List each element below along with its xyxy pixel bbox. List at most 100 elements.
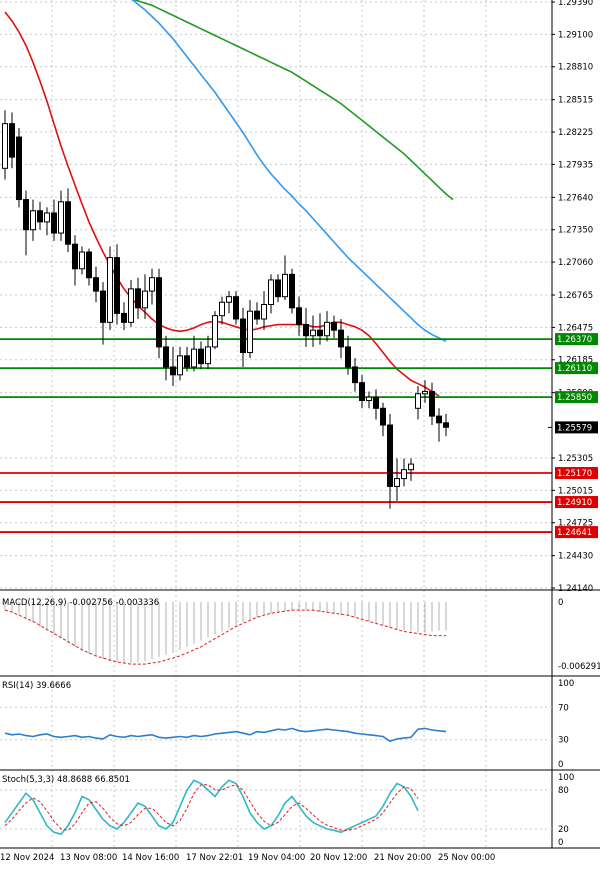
macd-tick-label: -0.006291 xyxy=(558,662,600,672)
candle xyxy=(107,246,113,331)
resistance-level-label: 1.25850 xyxy=(557,393,592,403)
candle-body xyxy=(282,273,288,298)
candle xyxy=(37,201,43,230)
candle-body xyxy=(149,277,155,292)
y-tick-label: 1.29390 xyxy=(558,0,593,8)
candle-body xyxy=(380,407,386,426)
candle xyxy=(86,248,92,286)
macd-label: MACD(12,26,9) -0.002756 -0.003336 xyxy=(2,598,159,608)
y-tick-label: 1.27350 xyxy=(558,226,593,236)
candle xyxy=(128,279,134,327)
stoch-tick-label: 80 xyxy=(558,786,569,796)
candle-body xyxy=(9,123,15,158)
candle xyxy=(184,346,190,372)
candle-body xyxy=(191,348,197,368)
candle xyxy=(443,413,449,437)
y-tick-label: 1.24725 xyxy=(558,519,593,529)
candle xyxy=(205,335,211,370)
candle xyxy=(345,335,351,375)
candle-body xyxy=(198,348,204,365)
candle xyxy=(93,266,99,303)
candle-body xyxy=(30,210,36,231)
candle-body xyxy=(23,199,29,231)
candle-body xyxy=(142,290,148,309)
candle-body xyxy=(86,251,92,279)
candle xyxy=(135,277,141,319)
candle-body xyxy=(163,346,169,368)
candle-body xyxy=(394,478,400,487)
candle xyxy=(114,244,120,325)
candle xyxy=(408,458,414,481)
candle-body xyxy=(156,277,162,348)
candle-body xyxy=(226,296,232,303)
support-level-label: 1.25170 xyxy=(557,469,592,479)
candle-body xyxy=(128,288,134,323)
candle xyxy=(380,402,386,437)
candle-body xyxy=(93,277,99,292)
candle xyxy=(212,311,218,350)
candle-body xyxy=(401,469,407,480)
y-tick-label: 1.25015 xyxy=(558,486,593,496)
stoch-label: Stoch(5,3,3) 48.8688 66.8501 xyxy=(2,775,130,785)
candle-body xyxy=(233,296,239,320)
candle-body xyxy=(240,318,246,353)
x-tick-label: 21 Nov 20:00 xyxy=(374,853,431,863)
ma-mid-line xyxy=(131,0,447,343)
candle-body xyxy=(37,210,43,223)
candle-body xyxy=(310,329,316,337)
x-tick-label: 14 Nov 16:00 xyxy=(122,853,179,863)
y-tick-label: 1.26185 xyxy=(558,356,593,366)
macd-tick-label: 0 xyxy=(558,598,563,608)
candle-body xyxy=(51,212,57,234)
candle xyxy=(401,458,407,487)
candle xyxy=(9,112,15,169)
candle-body xyxy=(170,366,176,376)
candle-body xyxy=(345,346,351,368)
candle xyxy=(23,190,29,256)
candle-body xyxy=(100,290,106,323)
candle-body xyxy=(261,303,267,320)
candle-body xyxy=(303,324,309,337)
candle xyxy=(142,274,148,319)
candle xyxy=(429,382,435,426)
resistance-level-label-bg xyxy=(555,362,598,375)
candle-body xyxy=(331,321,337,331)
support-level-label-bg xyxy=(555,496,598,509)
candle xyxy=(366,391,372,409)
rsi-tick-label: 0 xyxy=(558,760,563,770)
current-price-label: 1.25579 xyxy=(557,423,592,433)
resistance-level-label: 1.26110 xyxy=(557,364,592,374)
candle xyxy=(261,291,267,331)
y-tick-label: 1.26475 xyxy=(558,323,593,333)
candle xyxy=(219,296,225,325)
stoch-d-line xyxy=(4,784,419,831)
candle xyxy=(324,311,330,342)
stoch-tick-label: 100 xyxy=(558,773,574,783)
candle-body xyxy=(289,273,295,309)
candle xyxy=(268,274,274,314)
stoch-tick-label: 0 xyxy=(558,838,563,848)
candle xyxy=(51,199,57,241)
candle-body xyxy=(184,355,190,368)
candle xyxy=(303,307,309,347)
y-tick-label: 1.28515 xyxy=(558,96,593,106)
y-tick-label: 1.27640 xyxy=(558,193,593,203)
candle-body xyxy=(58,201,64,234)
rsi-tick-label: 30 xyxy=(558,736,569,746)
candle-body xyxy=(275,279,281,298)
candle xyxy=(65,188,71,253)
candle-body xyxy=(254,310,260,320)
rsi-line xyxy=(4,727,447,743)
candle xyxy=(226,291,232,314)
candle xyxy=(296,296,302,336)
y-tick-label: 1.25305 xyxy=(558,454,593,464)
candle xyxy=(30,199,36,241)
candle-body xyxy=(429,391,435,417)
candle xyxy=(44,207,50,236)
y-tick-label: 1.28225 xyxy=(558,128,593,138)
candle xyxy=(58,190,64,241)
candle-body xyxy=(107,257,113,323)
macd-signal-line xyxy=(4,609,446,665)
candle-body xyxy=(177,355,183,376)
